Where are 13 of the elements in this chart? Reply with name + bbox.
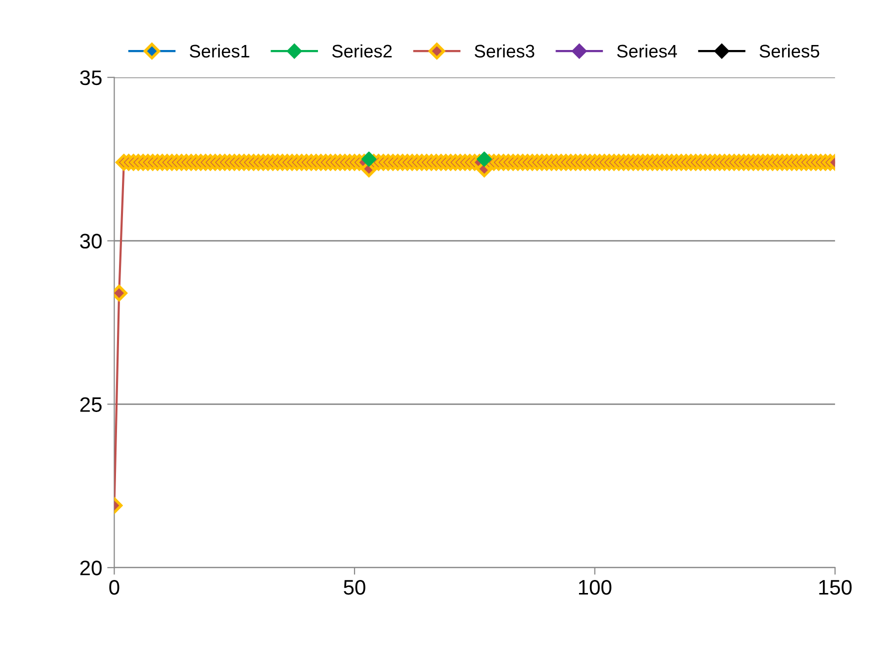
y-tick-label: 30 <box>80 234 102 249</box>
y-tick-label: 20 <box>80 560 102 576</box>
legend-label: Series4 <box>617 44 677 58</box>
x-tick-label: 150 <box>819 580 852 595</box>
x-tick-label: 50 <box>344 580 366 595</box>
x-tick-label: 100 <box>579 580 612 595</box>
y-tick-label: 25 <box>80 397 102 412</box>
x-tick-label: 0 <box>109 580 120 595</box>
y-tick-label: 35 <box>80 70 102 86</box>
legend-label: Series1 <box>190 44 250 58</box>
legend-label: Series2 <box>332 44 392 58</box>
legend-label: Series5 <box>760 44 820 58</box>
legend-label: Series3 <box>474 44 534 58</box>
